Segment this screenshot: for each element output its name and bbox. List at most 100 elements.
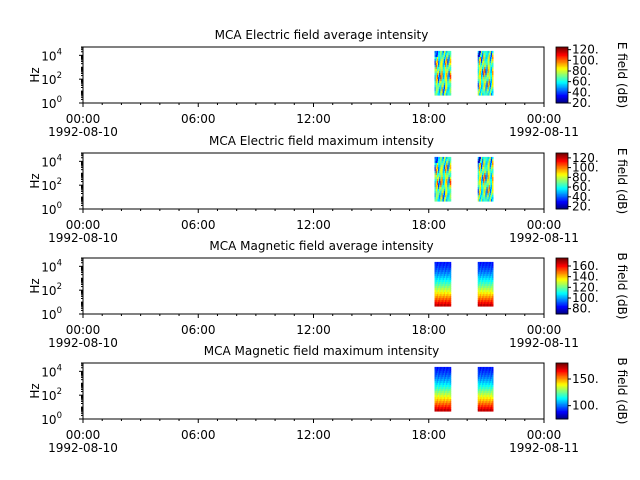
heatmap-cell [484,267,486,271]
colorbar-segment [556,168,568,171]
heatmap-cell [439,269,441,273]
heatmap-cell [481,269,483,273]
heatmap-cell [435,85,438,88]
colorbar-segment [556,280,568,283]
heatmap-cell [445,300,447,303]
heatmap-cell [435,160,438,164]
heatmap-cell [439,389,441,392]
heatmap-cell [479,191,482,194]
heatmap-cell [442,265,445,269]
heatmap-cell [436,77,439,80]
panel-3: MCA Magnetic field average intensity00:0… [28,239,629,350]
colorbar-segment [556,384,568,386]
heatmap-cell [449,288,452,291]
heatmap-cell [488,374,491,378]
heatmap-cell [436,374,439,378]
heatmap-cell [485,83,487,86]
heatmap-cell [445,54,447,58]
heatmap-cell [436,275,439,279]
heatmap-cell [490,275,493,279]
heatmap-cell [435,166,438,170]
heatmap-cell [441,372,444,376]
heatmap-cell [440,407,442,410]
colorbar-segment [556,190,568,193]
heatmap-cell [489,64,492,68]
heatmap-cell [490,298,493,301]
heatmap-cell [478,164,481,168]
heatmap-cell [487,181,490,184]
heatmap-cell [483,181,485,184]
heatmap-cell [443,300,446,303]
heatmap-cell [477,87,480,90]
heatmap-cell [441,290,444,293]
heatmap-cell [447,93,449,96]
heatmap-cell [443,77,446,80]
heatmap-cell [482,179,484,182]
heatmap-cell [442,93,445,96]
colorbar-frame [555,257,569,315]
heatmap-cell [448,158,451,162]
heatmap-cell [483,69,485,72]
heatmap-cell [442,294,445,297]
heatmap-cell [483,269,485,273]
heatmap-cell [492,77,494,80]
heatmap-cell [489,304,492,307]
heatmap-cell [479,54,482,58]
heatmap-cell [446,269,448,273]
heatmap-cell [484,170,486,174]
heatmap-cell [479,263,482,267]
heatmap-cell [446,50,448,54]
heatmap-cell [441,79,444,82]
heatmap-cell [445,158,447,162]
colorbar-segment [556,413,568,416]
heatmap-cell [442,399,445,402]
heatmap-cell [485,52,487,56]
heatmap-cell [440,378,442,382]
heatmap-cell [434,58,437,62]
heatmap-cell [438,374,440,378]
colorbar-segment [556,304,568,307]
heatmap-cell [443,380,446,384]
heatmap-cell [442,292,445,295]
colorbar-segment [556,402,568,405]
heatmap-cell [435,385,438,388]
colorbar-segment [556,84,568,87]
colorbar-segment [556,93,568,96]
heatmap-cell [436,81,439,84]
heatmap-cell [483,160,485,164]
heatmap-cell [434,71,437,74]
heatmap-cell [443,173,446,176]
heatmap-cell [436,162,439,166]
heatmap-cell [441,399,444,402]
heatmap-cell [484,261,486,265]
heatmap-cell [485,85,487,88]
heatmap-cell [477,271,480,275]
heatmap-cell [482,166,484,170]
heatmap-cell [441,93,444,96]
heatmap-cell [434,160,437,164]
heatmap-cell [483,85,485,88]
heatmap-cell [483,62,485,66]
heatmap-cell [446,197,448,200]
heatmap-cell [448,304,451,307]
heatmap-cell [485,56,487,60]
heatmap-cell [489,193,492,196]
heatmap-cell [484,89,486,92]
heatmap-cell [436,199,439,202]
heatmap-cell [442,193,445,196]
heatmap-cell [436,267,439,271]
heatmap-cell [481,399,483,402]
heatmap-cell [449,58,452,62]
heatmap-cell [488,177,491,180]
heatmap-cell [448,302,451,305]
heatmap-cell [439,62,441,66]
heatmap-cell [487,261,490,265]
heatmap-cell [434,173,437,176]
heatmap-cell [448,91,451,94]
heatmap-cell [445,269,447,273]
heatmap-cell [435,389,438,392]
heatmap-cell [486,267,489,271]
heatmap-cell [479,52,482,56]
heatmap-cell [488,397,491,400]
heatmap-cell [434,89,437,92]
